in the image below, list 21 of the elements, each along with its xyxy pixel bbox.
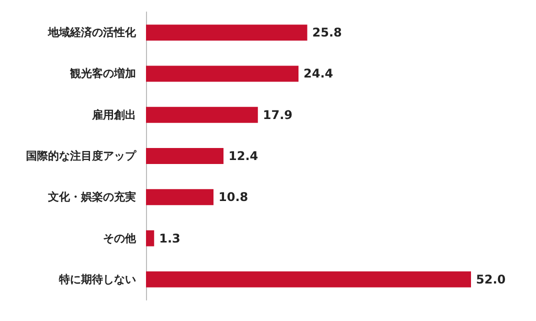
y-tick-label: 地域経済の活性化: [47, 26, 137, 40]
data-label: 1.3: [159, 231, 180, 246]
data-label: 52.0: [476, 272, 506, 286]
bar: [146, 230, 154, 246]
y-tick-label: 国際的な注目度アップ: [26, 150, 137, 162]
bar: [146, 189, 214, 206]
bar: [146, 66, 298, 82]
data-label: 17.9: [262, 108, 292, 122]
bar: [146, 106, 258, 123]
y-tick-label: 観光客の増加: [69, 67, 136, 80]
data-label: 12.4: [228, 149, 258, 163]
data-label: 25.8: [312, 26, 342, 40]
y-tick-label: 特に期待しない: [58, 272, 136, 286]
bar: [146, 271, 471, 288]
data-label: 24.4: [304, 66, 334, 81]
bar: [146, 24, 308, 41]
bar: [146, 148, 224, 164]
data-label: 10.8: [218, 190, 248, 204]
y-tick-label: その他: [103, 232, 137, 245]
y-tick-label: 文化・娯楽の充実: [47, 190, 136, 204]
y-tick-label: 雇用創出: [91, 108, 136, 122]
